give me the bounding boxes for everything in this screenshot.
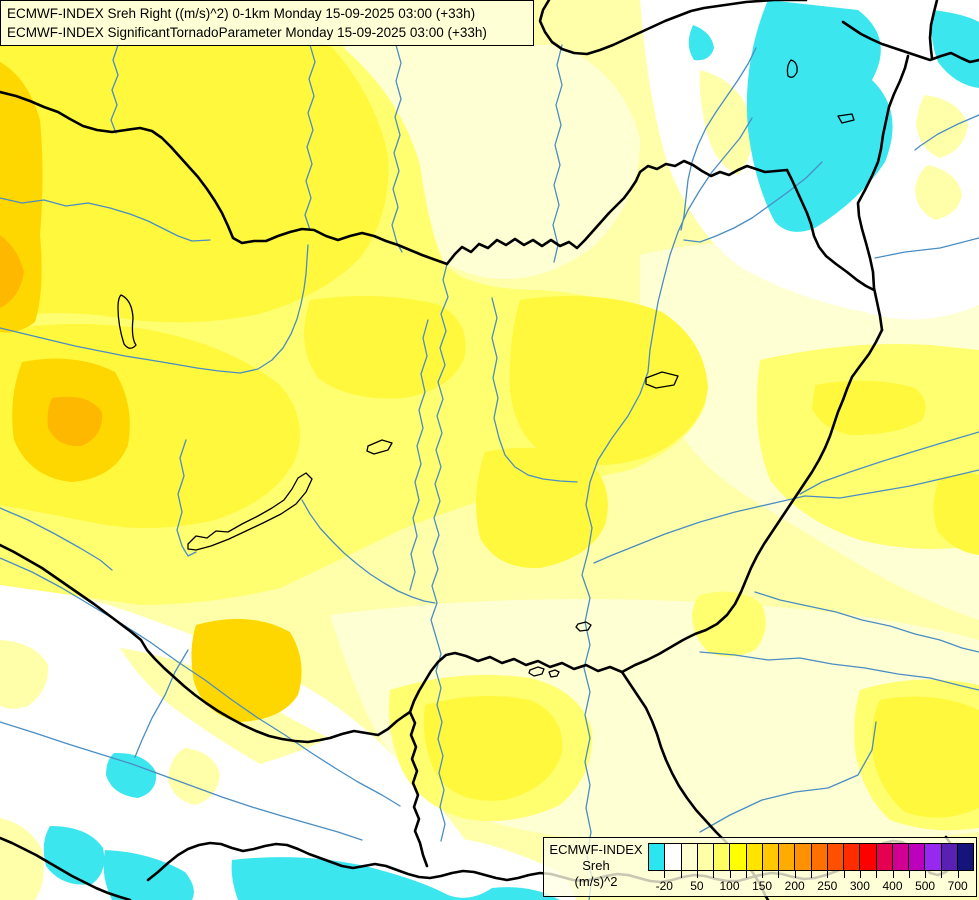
map-title-line-2: ECMWF-INDEX SignificantTornadoParameter … (7, 25, 487, 40)
legend-tick (811, 871, 812, 878)
legend-tick-label: 150 (752, 879, 773, 893)
legend-tick-label: 50 (690, 879, 704, 893)
legend-swatch (844, 844, 861, 870)
lake-small-s-3 (575, 621, 592, 632)
legend-tick-label: 400 (882, 879, 903, 893)
legend-title: ECMWF-INDEX Sreh (m/s)^2 (544, 842, 648, 890)
legend-swatch (795, 844, 812, 870)
legend-tick-label: -20 (655, 879, 673, 893)
legend-tick (696, 871, 698, 878)
map-title-box: ECMWF-INDEX Sreh Right ((m/s)^2) 0-1km M… (0, 0, 534, 46)
legend-swatch (827, 844, 844, 870)
legend-tick (664, 871, 666, 878)
map-title-line-1: ECMWF-INDEX Sreh Right ((m/s)^2) 0-1km M… (7, 6, 476, 21)
lake-small-ne-2 (837, 113, 855, 124)
legend-tick (680, 871, 682, 878)
lake-tisza (645, 371, 679, 389)
legend-swatch (909, 844, 926, 870)
lake-outlines (117, 59, 855, 678)
legend-swatch (925, 844, 942, 870)
legend-tick (957, 871, 959, 878)
region-layer-cyan (43, 0, 979, 900)
legend-tick-label: 700 (947, 879, 968, 893)
legend-swatch (941, 844, 958, 870)
legend-tick-label: 300 (849, 879, 870, 893)
lake-small-ne-1 (786, 59, 798, 78)
legend-title-line-3: (m/s)^2 (574, 874, 618, 889)
legend-ticks (648, 871, 974, 878)
legend-swatch (892, 844, 909, 870)
legend-swatch (730, 844, 747, 870)
legend-tick (827, 871, 829, 878)
legend-tick (925, 871, 927, 878)
legend-tick-label: 500 (915, 879, 936, 893)
legend-swatch (746, 844, 763, 870)
legend-tick (729, 871, 731, 878)
legend-swatch (860, 844, 877, 870)
legend-swatch (681, 844, 698, 870)
legend-colorbar (648, 843, 974, 871)
legend-tick (794, 871, 796, 878)
legend-tick (762, 871, 764, 878)
legend-tick (876, 871, 878, 878)
legend-tick-label: 250 (817, 879, 838, 893)
river-lines (0, 44, 979, 900)
legend-tick (859, 871, 861, 878)
legend-box: ECMWF-INDEX Sreh (m/s)^2 -20 50 100 150 200 2… (543, 837, 977, 897)
legend-swatch (957, 844, 973, 870)
legend-swatch (649, 844, 666, 870)
region-layer-orange (0, 235, 103, 447)
lake-neusiedl (117, 294, 137, 349)
lake-small-s-1 (528, 666, 545, 677)
legend-tick (941, 871, 943, 878)
legend-tick (908, 871, 910, 878)
legend-tick (713, 871, 715, 878)
legend-tick (892, 871, 894, 878)
legend-tick-label: 100 (719, 879, 740, 893)
lake-small-s-2 (548, 669, 560, 678)
region-layer-yellow (0, 45, 979, 818)
legend-tick (745, 871, 747, 878)
legend-tick-labels: -20 50 100 150 200 250 300 400 500 700 (648, 879, 974, 895)
legend-swatch (779, 844, 796, 870)
legend-swatch (811, 844, 828, 870)
legend-tick-label: 200 (784, 879, 805, 893)
legend-tick (843, 871, 845, 878)
legend-swatch (762, 844, 779, 870)
legend-swatch (876, 844, 893, 870)
lake-velence (366, 439, 393, 455)
lake-balaton (187, 472, 313, 551)
legend-tick (778, 871, 780, 878)
legend-swatch (697, 844, 714, 870)
legend-title-line-2: Sreh (582, 858, 610, 873)
legend-title-line-1: ECMWF-INDEX (549, 842, 643, 857)
legend-swatch (665, 844, 682, 870)
legend-swatch (714, 844, 731, 870)
